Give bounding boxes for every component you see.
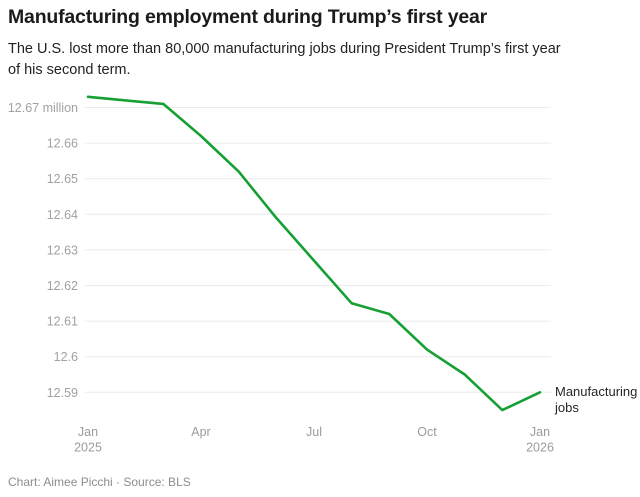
y-tick-label: 12.6 [54,350,78,364]
chart-title: Manufacturing employment during Trump’s … [8,6,488,28]
x-tick-label: Apr [191,425,210,439]
x-tick-label: Jan [78,425,98,439]
x-tick-label: Jul [306,425,322,439]
x-tick-label: Oct [417,425,437,439]
y-tick-label: 12.61 [47,315,78,329]
y-tick-label: 12.59 [47,386,78,400]
x-tick-label: Jan [530,425,550,439]
y-tick-label: 12.62 [47,279,78,293]
chart-subtitle: The U.S. lost more than 80,000 manufactu… [8,41,561,78]
x-tick-label: 2026 [526,441,554,455]
y-tick-label: 12.66 [47,137,78,151]
x-tick-label: 2025 [74,441,102,455]
y-tick-label: 12.65 [47,172,78,186]
y-tick-label: 12.63 [47,243,78,257]
y-tick-label: 12.64 [47,208,78,222]
data-line [86,95,542,412]
y-tick-label: 12.67 million [8,101,78,115]
chart-footer: Chart: Aimee Picchi · Source: BLS [8,475,191,489]
series-label: Manufacturing jobs [555,384,638,415]
